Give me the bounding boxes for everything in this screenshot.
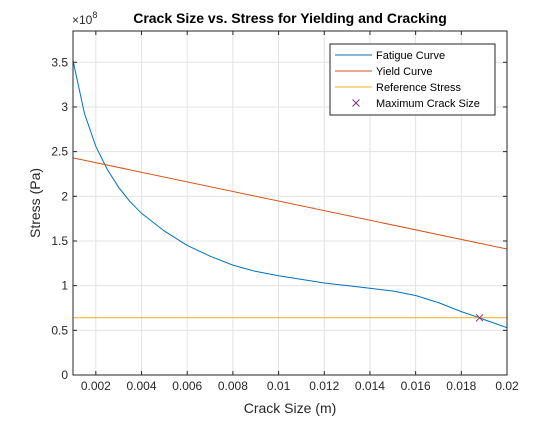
y-tick-label: 1.5 [51,234,68,248]
y-tick-label: 2 [61,189,68,203]
y-tick-label: 0 [61,368,68,382]
fatigue-curve-line [73,60,507,329]
legend: Fatigue Curve Yield Curve Reference Stress… [329,43,496,116]
x-tick-label: 0.012 [309,379,339,393]
plot-frame [72,30,508,376]
x-tick-label: 0.002 [81,379,111,393]
y-exponent-label: ×108 [72,10,97,27]
y-axis-label: Stress (Pa) [27,168,43,238]
y-exponent-power: 8 [92,10,97,20]
legend-item: Yield Curve [335,66,432,78]
legend-item: Maximum Crack Size [352,98,480,110]
legend-marker [352,99,360,107]
legend-item: Reference Stress [335,82,461,94]
yield-curve-line [73,157,507,250]
x-tick-label: 0.004 [127,379,157,393]
y-ticks: 0 0.5 1 1.5 2 2.5 3 3.5 [51,55,507,382]
x-tick-label: 0.008 [218,379,248,393]
y-tick-label: 3 [61,100,68,114]
legend-label: Maximum Crack Size [376,98,480,110]
legend-label: Reference Stress [376,82,461,94]
x-tick-label: 0.006 [172,379,202,393]
legend-label: Fatigue Curve [376,50,445,62]
y-tick-label: 3.5 [51,55,68,69]
x-tick-label: 0.018 [446,379,476,393]
y-tick-label: 1 [61,279,68,293]
y-tick-label: 0.5 [51,323,68,337]
x-tick-label: 0.02 [495,379,519,393]
chart-title: Crack Size vs. Stress for Yielding and C… [133,10,447,26]
x-ticks: 0.002 0.004 0.006 0.008 0.01 0.012 0.014 0.016 0… [81,31,519,393]
series-layer [73,60,507,329]
x-tick-label: 0.014 [355,379,385,393]
y-tick-label: 2.5 [51,145,68,159]
x-tick-label: 0.016 [401,379,431,393]
x-tick-label: 0.01 [267,379,291,393]
legend-label: Yield Curve [376,66,432,78]
max-crack-size-marker [475,313,484,322]
x-axis-label: Crack Size (m) [244,400,337,416]
legend-item: Fatigue Curve [335,50,445,62]
legend-box [329,43,496,116]
y-exponent-base: ×10 [72,13,93,27]
